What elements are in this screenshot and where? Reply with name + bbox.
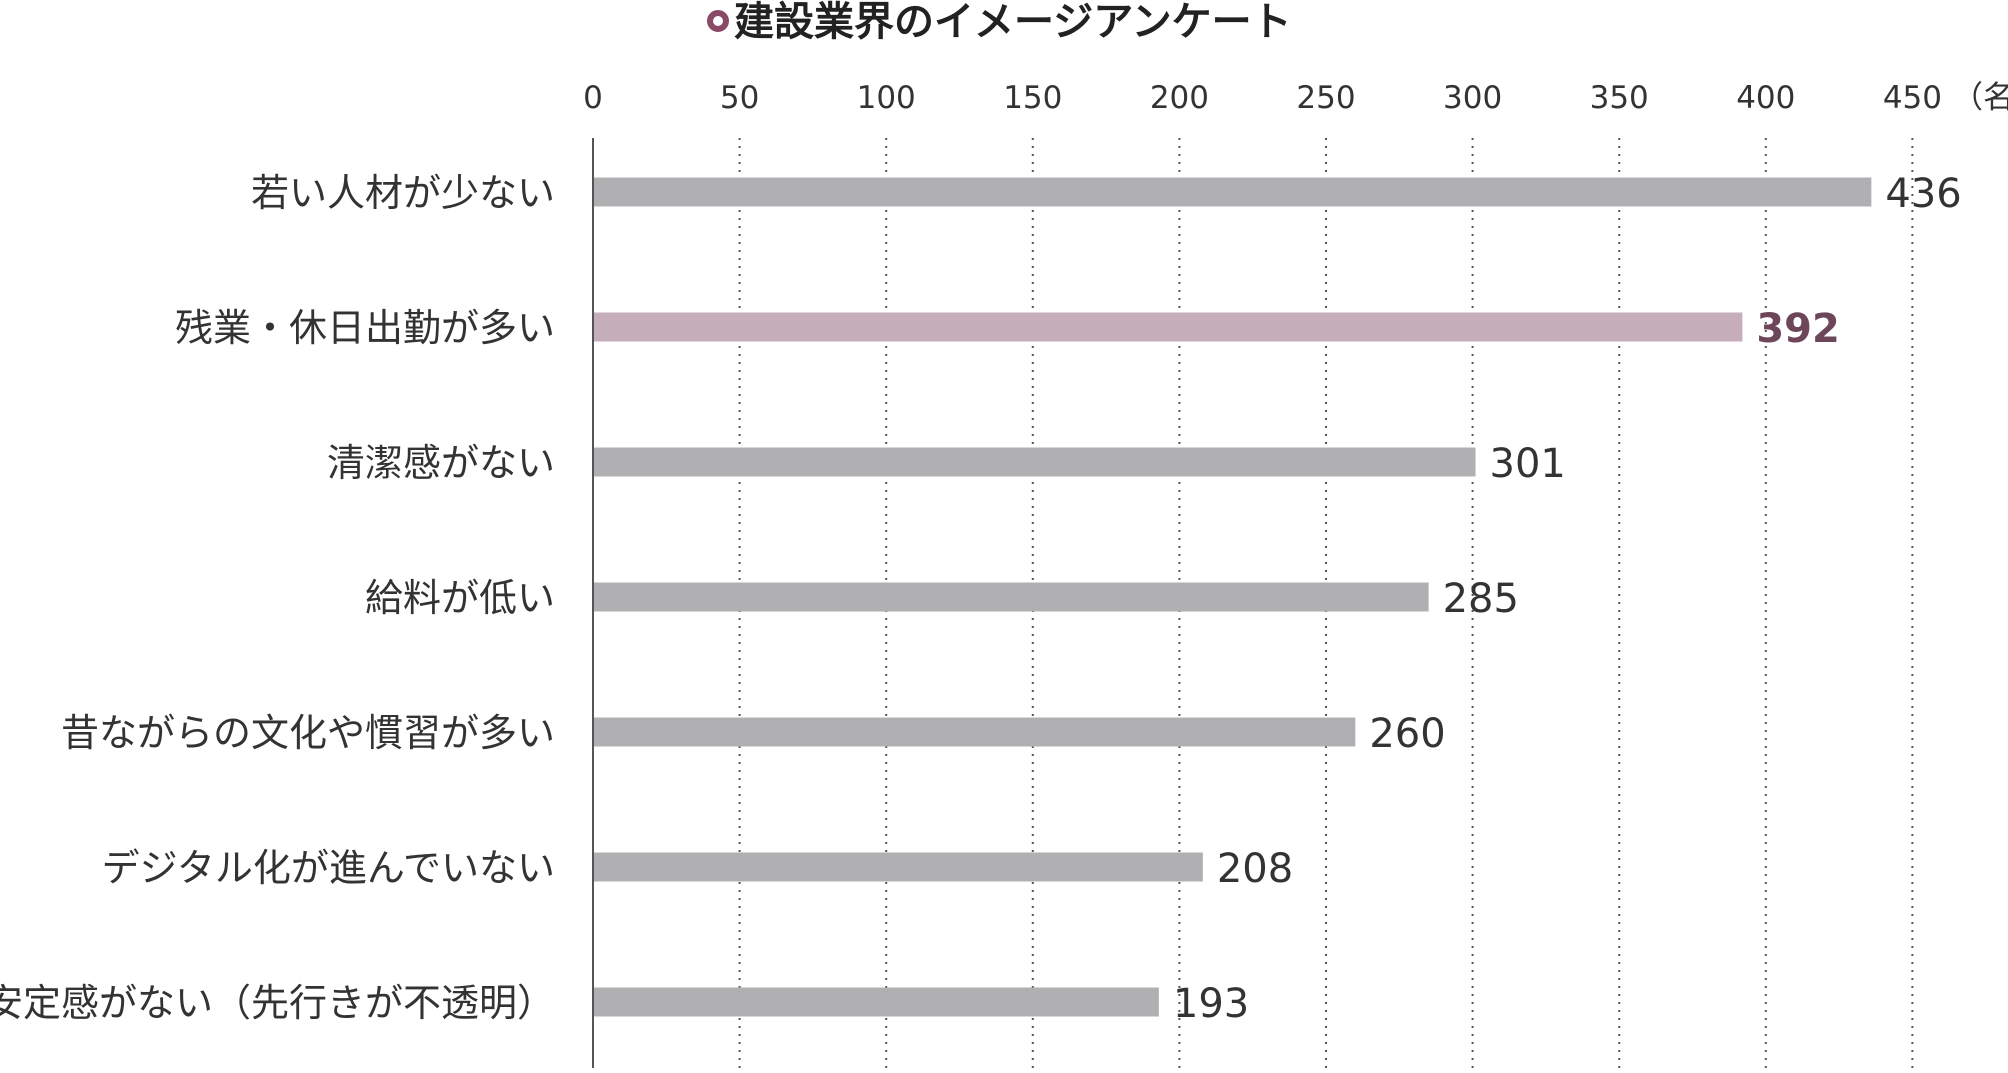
value-label: 392 [1756, 306, 1840, 352]
category-labels: 若い人材が少ない残業・休日出勤が多い清潔感がない給料が低い昔ながらの文化や慣習が… [0, 171, 555, 1025]
x-tick-label: 300 [1443, 80, 1502, 116]
chart-title-group: 建設業界のイメージアンケート [707, 0, 1292, 45]
category-label: デジタル化が進んでいない [102, 846, 555, 890]
x-tick-label: 100 [857, 80, 916, 116]
x-tick-label: 200 [1150, 80, 1209, 116]
bar [594, 177, 1872, 207]
chart-title: 建設業界のイメージアンケート [734, 0, 1292, 45]
value-label: 193 [1173, 981, 1249, 1027]
bar [594, 852, 1203, 882]
category-label: 若い人材が少ない [251, 171, 555, 215]
category-label: 安定感がない（先行きが不透明） [0, 981, 555, 1025]
x-tick-labels: 0 50 100 150 200 250 300 350 400 450 [583, 80, 1942, 116]
x-tick-label: 150 [1003, 80, 1062, 116]
x-tick-label: 350 [1590, 80, 1649, 116]
value-label: 301 [1490, 441, 1566, 487]
x-tick-label: 400 [1736, 80, 1795, 116]
value-label: 285 [1443, 576, 1519, 622]
value-label: 436 [1885, 171, 1961, 217]
category-label: 給料が低い [365, 576, 555, 620]
bar [594, 447, 1476, 477]
category-label: 清潔感がない [327, 441, 555, 485]
category-label: 残業・休日出勤が多い [175, 306, 555, 350]
bar [594, 312, 1743, 342]
category-label: 昔ながらの文化や慣習が多い [61, 711, 555, 755]
x-axis-unit-label: （名） [1952, 80, 2008, 116]
title-bullet-icon [707, 10, 729, 32]
x-tick-label: 50 [720, 80, 759, 116]
bar [594, 717, 1356, 747]
x-tick-label: 250 [1296, 80, 1355, 116]
value-label: 260 [1369, 711, 1445, 757]
value-labels: 436 392 301 285 260 208 193 [1173, 171, 1962, 1027]
x-tick-label: 0 [583, 80, 603, 116]
bar [594, 987, 1159, 1017]
bars [594, 177, 1872, 1017]
bar [594, 582, 1429, 612]
x-tick-label: 450 [1883, 80, 1942, 116]
value-label: 208 [1217, 846, 1293, 892]
